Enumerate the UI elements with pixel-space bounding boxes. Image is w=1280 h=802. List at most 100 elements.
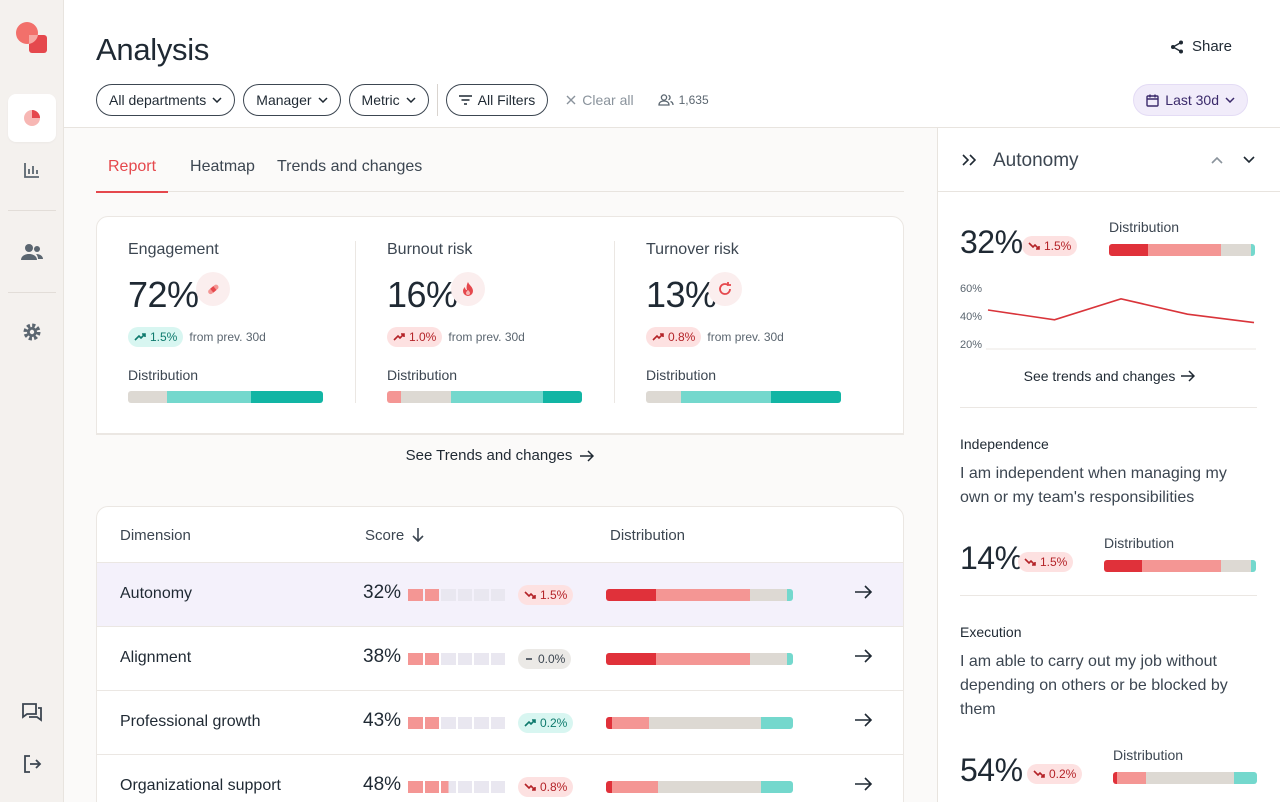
date-range-label: Last 30d [1165, 92, 1219, 108]
distribution-segment [128, 391, 167, 403]
delta-value: 0.2% [1049, 767, 1077, 781]
table-row[interactable]: Autonomy 32% 1.5% [97, 563, 903, 627]
delta-note: from prev. 30d [189, 330, 266, 344]
nav-people-icon[interactable] [8, 228, 56, 276]
distribution-bar [606, 653, 793, 665]
table-row[interactable]: Organizational support 48% 0.8% [97, 755, 903, 802]
nav-analysis-icon[interactable] [8, 94, 56, 142]
kpi-value: 16% [387, 274, 458, 315]
panel-see-trends-link[interactable]: See trends and changes [938, 368, 1280, 384]
trend-up-icon [393, 333, 405, 341]
chevron-up-icon[interactable] [1211, 156, 1223, 164]
manager-filter[interactable]: Manager [243, 84, 341, 116]
distribution-segment [387, 391, 401, 403]
kpi-delta: 1.5% from prev. 30d [128, 327, 266, 347]
trend-badge: 1.0% [387, 327, 443, 347]
kpi-card: Engagement 72% 1.5% from prev. 30d Distr… [96, 216, 904, 434]
score-segment [424, 653, 439, 665]
main-content: Report Heatmap Trends and changes Engage… [64, 128, 937, 802]
kpi-turnover: Turnover risk 13% 0.8% from prev. 30d Di… [646, 241, 872, 405]
distribution-segment [656, 589, 750, 601]
distribution-segment [749, 653, 788, 665]
score-segment [408, 653, 423, 665]
distribution-segment [1117, 772, 1147, 784]
distribution-segment [1148, 244, 1222, 256]
distribution-segment [400, 391, 452, 403]
filter-divider [436, 84, 438, 116]
departments-filter[interactable]: All departments [96, 84, 236, 116]
delta-value: 0.2% [540, 716, 568, 730]
see-trends-link[interactable]: See Trends and changes [96, 434, 904, 476]
all-filters-button[interactable]: All Filters [445, 84, 549, 116]
bandage-icon [196, 272, 230, 306]
distribution-segment [1250, 244, 1255, 256]
table-row[interactable]: Alignment 38% 0.0% [97, 627, 903, 691]
delta-value: 0.8% [668, 330, 696, 344]
clear-all-button[interactable]: Clear all [566, 92, 634, 108]
delta-value: 1.0% [409, 330, 437, 344]
nav-reports-icon[interactable] [8, 146, 56, 194]
item-score: 14% [960, 540, 1023, 576]
collapse-panel-icon[interactable] [962, 154, 976, 166]
chevron-down-icon [212, 97, 222, 103]
share-icon [1170, 40, 1183, 53]
score-segment [441, 653, 456, 665]
manager-label: Manager [256, 92, 312, 108]
y-tick-label: 40% [960, 311, 983, 323]
calendar-icon [1146, 94, 1159, 107]
trend-badge: 0.0% [518, 649, 572, 669]
delta-value: 1.5% [1044, 239, 1072, 253]
chevron-down-icon[interactable] [1243, 156, 1255, 164]
column-header-dimension: Dimension [120, 507, 191, 563]
nav-feedback-icon[interactable] [8, 688, 56, 736]
app-logo[interactable] [14, 20, 50, 56]
chevron-down-icon [318, 97, 328, 103]
column-header-score[interactable]: Score [365, 507, 424, 563]
tab-heatmap[interactable]: Heatmap [190, 158, 255, 175]
date-range-select[interactable]: Last 30d [1133, 84, 1248, 116]
tab-report[interactable]: Report [96, 152, 169, 193]
distribution-label: Distribution [1109, 219, 1180, 235]
distribution-bar [646, 391, 841, 403]
distribution-segment [749, 589, 788, 601]
distribution-bar [387, 391, 582, 403]
score-meter [408, 717, 505, 729]
trend-badge: 0.2% [518, 713, 574, 733]
kpi-label: Turnover risk [646, 241, 739, 258]
distribution-segment [787, 653, 793, 665]
table-row[interactable]: Professional growth 43% 0.2% [97, 691, 903, 755]
panel-title: Autonomy [993, 150, 1079, 171]
kpi-burnout: Burnout risk 16% 1.0% from prev. 30d Dis… [387, 241, 613, 405]
nav-settings-icon[interactable] [8, 308, 56, 356]
share-button[interactable]: Share [1170, 38, 1232, 55]
kpi-delta: 1.0% from prev. 30d [387, 327, 525, 347]
dimensions-table: Dimension Score Distribution Autonomy 32… [96, 506, 904, 802]
dimension-name: Alignment [120, 649, 192, 666]
arrow-right-icon[interactable] [855, 585, 873, 599]
trend-badge: 1.5% [518, 585, 574, 605]
arrow-right-icon[interactable] [855, 713, 873, 727]
panel-divider [960, 407, 1257, 408]
item-question: I am independent when managing my own or… [960, 465, 1227, 506]
metric-filter[interactable]: Metric [348, 84, 429, 116]
distribution-label: Distribution [1104, 535, 1175, 551]
score-segment [408, 589, 423, 601]
flame-icon [451, 272, 485, 306]
distribution-segment [606, 589, 657, 601]
page-title: Analysis [96, 32, 210, 67]
tab-trends[interactable]: Trends and changes [276, 158, 423, 175]
trend-down-icon [1028, 242, 1040, 250]
score-value: 32% [363, 582, 402, 603]
score-meter [408, 781, 505, 793]
kpi-delta: 0.8% from prev. 30d [646, 327, 784, 347]
trend-down-icon [524, 591, 536, 599]
arrow-right-icon[interactable] [855, 777, 873, 791]
delta-value: 1.5% [1040, 555, 1068, 569]
kpi-value: 13% [646, 274, 717, 315]
item-question: I am able to carry out my job without de… [960, 653, 1228, 718]
score-segment [424, 717, 439, 729]
arrow-right-icon[interactable] [855, 649, 873, 663]
logout-icon[interactable] [8, 740, 56, 788]
trend-badge: 1.5% [1022, 236, 1078, 256]
sort-arrow-down-icon [412, 528, 424, 542]
